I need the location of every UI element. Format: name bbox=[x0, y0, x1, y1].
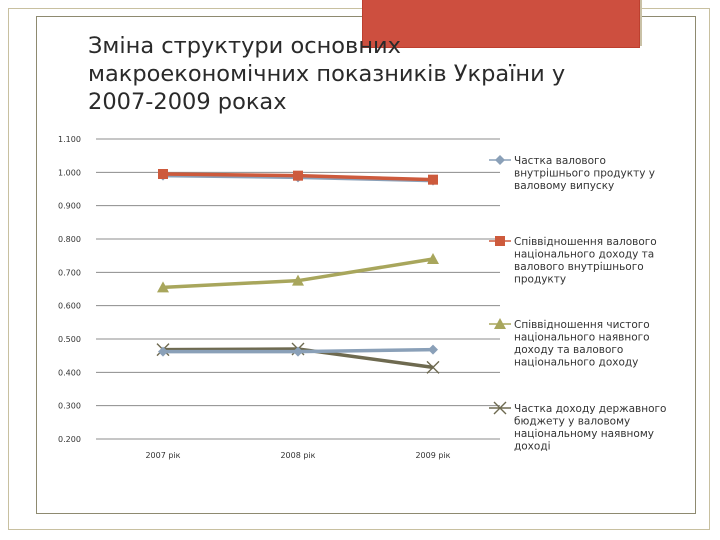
data-point bbox=[428, 174, 438, 185]
legend-label: валового внутрішнього bbox=[514, 261, 644, 273]
data-point bbox=[426, 360, 440, 374]
chart-title-line-2: макроекономічних показників України у bbox=[88, 61, 566, 87]
y-tick-label: 0.600 bbox=[58, 302, 81, 311]
legend-label: бюджету у валовому bbox=[514, 416, 630, 428]
accent-bar-edge bbox=[640, 0, 642, 46]
legend-label: національного наявного bbox=[514, 332, 650, 344]
y-tick-label: 0.900 bbox=[58, 202, 81, 211]
data-point bbox=[293, 346, 303, 357]
legend-marker bbox=[493, 401, 507, 415]
y-tick-label: 0.400 bbox=[58, 368, 81, 377]
legend-label: доході bbox=[514, 441, 551, 453]
slide-outer-frame bbox=[8, 8, 710, 530]
legend-marker bbox=[494, 318, 506, 329]
legend-label: Співвідношення валового bbox=[514, 236, 657, 248]
data-point bbox=[292, 274, 304, 286]
legend-label: національному наявному bbox=[514, 428, 654, 440]
legend-label: продукту bbox=[514, 274, 566, 286]
y-tick-label: 0.300 bbox=[58, 402, 81, 411]
data-point bbox=[158, 346, 168, 357]
data-point bbox=[158, 169, 168, 179]
legend-marker bbox=[495, 155, 505, 165]
legend-label: доходу та валового bbox=[514, 344, 623, 356]
legend-label: Частка доходу державного bbox=[514, 403, 666, 415]
y-tick-label: 1.100 bbox=[58, 135, 81, 144]
legend-label: внутрішнього продукту у bbox=[514, 168, 655, 180]
legend-label: Співвідношення чистого bbox=[514, 319, 650, 331]
legend-label: валовому випуску bbox=[514, 180, 614, 192]
x-tick-label: 2007 рік bbox=[145, 451, 180, 460]
x-tick-label: 2009 рік bbox=[415, 451, 450, 460]
chart-title: Зміна структури основних макроекономічни… bbox=[88, 32, 608, 116]
y-tick-label: 0.200 bbox=[58, 435, 81, 444]
y-tick-label: 0.700 bbox=[58, 268, 81, 277]
accent-bar bbox=[362, 0, 640, 48]
data-point bbox=[157, 281, 169, 293]
chart-title-line-1: Зміна структури основних bbox=[88, 33, 401, 59]
data-point bbox=[293, 170, 303, 181]
y-tick-label: 1.000 bbox=[58, 168, 81, 177]
data-point bbox=[428, 344, 438, 355]
chart-title-line-3: 2007-2009 роках bbox=[88, 89, 287, 115]
legend-label: Частка валового bbox=[514, 155, 606, 167]
y-tick-label: 0.800 bbox=[58, 235, 81, 244]
legend-label: національного доходу bbox=[514, 357, 638, 369]
data-point bbox=[427, 253, 439, 264]
legend-marker bbox=[495, 236, 505, 246]
x-tick-label: 2008 рік bbox=[280, 451, 315, 460]
legend-label: національного доходу та bbox=[514, 249, 654, 261]
y-tick-label: 0.500 bbox=[58, 335, 81, 344]
